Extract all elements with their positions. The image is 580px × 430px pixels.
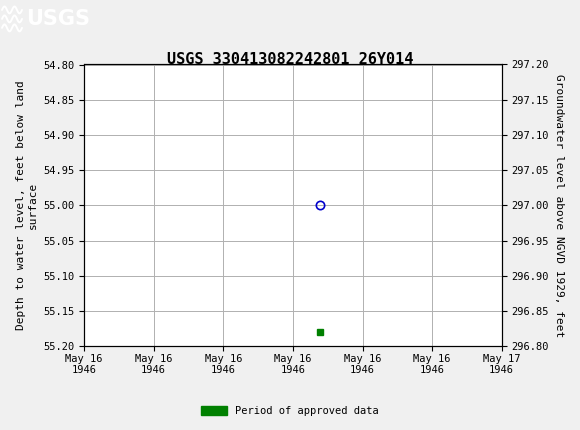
Y-axis label: Groundwater level above NGVD 1929, feet: Groundwater level above NGVD 1929, feet xyxy=(554,74,564,337)
Y-axis label: Depth to water level, feet below land
surface: Depth to water level, feet below land su… xyxy=(16,80,38,330)
Text: USGS 330413082242801 26Y014: USGS 330413082242801 26Y014 xyxy=(167,52,413,67)
Text: USGS: USGS xyxy=(26,9,90,29)
Legend: Period of approved data: Period of approved data xyxy=(197,402,383,421)
